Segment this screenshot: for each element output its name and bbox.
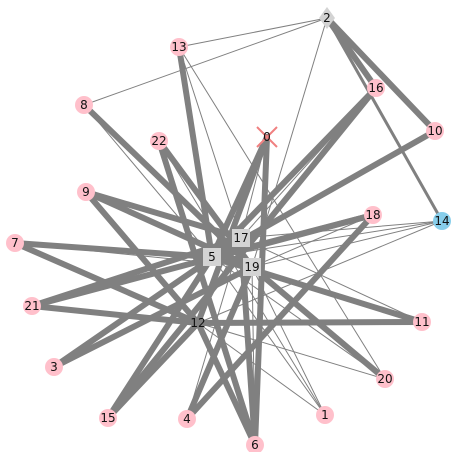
- edge-19-11: [252, 267, 422, 322]
- node-15: 15: [99, 409, 117, 427]
- node-21-label: 21: [24, 299, 39, 313]
- node-9-label: 9: [82, 185, 90, 199]
- edge-16-17: [241, 88, 376, 238]
- node-16-label: 16: [368, 81, 383, 95]
- node-4-label: 4: [183, 412, 191, 426]
- node-1-label: 1: [321, 408, 329, 422]
- node-18: 18: [364, 206, 382, 224]
- node-9: 9: [77, 183, 95, 201]
- node-22-label: 22: [151, 134, 166, 148]
- node-20: 20: [376, 370, 394, 388]
- node-3-label: 3: [50, 360, 58, 374]
- node-2-label: 2: [323, 11, 331, 25]
- node-12: 12: [190, 316, 205, 330]
- edge-12-15: [108, 323, 198, 418]
- node-19: 19: [243, 258, 261, 276]
- node-5: 5: [203, 248, 221, 266]
- edge-2-13: [179, 18, 327, 47]
- node-11-label: 11: [414, 315, 429, 329]
- node-21: 21: [23, 297, 41, 315]
- node-0-label: 0: [263, 130, 271, 144]
- node-22: 22: [150, 132, 168, 150]
- node-4: 4: [178, 410, 196, 428]
- node-13: 13: [170, 38, 188, 56]
- node-19-label: 19: [244, 260, 259, 274]
- node-14: 14: [433, 212, 451, 230]
- node-20-label: 20: [377, 372, 392, 386]
- node-3: 3: [45, 358, 63, 376]
- node-17: 17: [232, 229, 250, 247]
- node-13-label: 13: [171, 40, 186, 54]
- node-1: 1: [316, 406, 334, 424]
- node-18-label: 18: [365, 208, 380, 222]
- node-17-label: 17: [233, 231, 248, 245]
- node-7: 7: [6, 234, 24, 252]
- edge-14-19: [252, 221, 442, 267]
- node-5-label: 5: [208, 250, 216, 264]
- node-10: 10: [426, 122, 444, 140]
- node-10-label: 10: [427, 124, 442, 138]
- node-12-label: 12: [190, 316, 205, 330]
- edge-2-8: [84, 18, 327, 105]
- node-6-label: 6: [251, 438, 259, 452]
- node-8-label: 8: [80, 98, 88, 112]
- node-16: 16: [367, 79, 385, 97]
- node-8: 8: [75, 96, 93, 114]
- node-7-label: 7: [11, 236, 19, 250]
- node-11: 11: [413, 313, 431, 331]
- node-15-label: 15: [100, 411, 115, 425]
- node-14-label: 14: [434, 214, 449, 228]
